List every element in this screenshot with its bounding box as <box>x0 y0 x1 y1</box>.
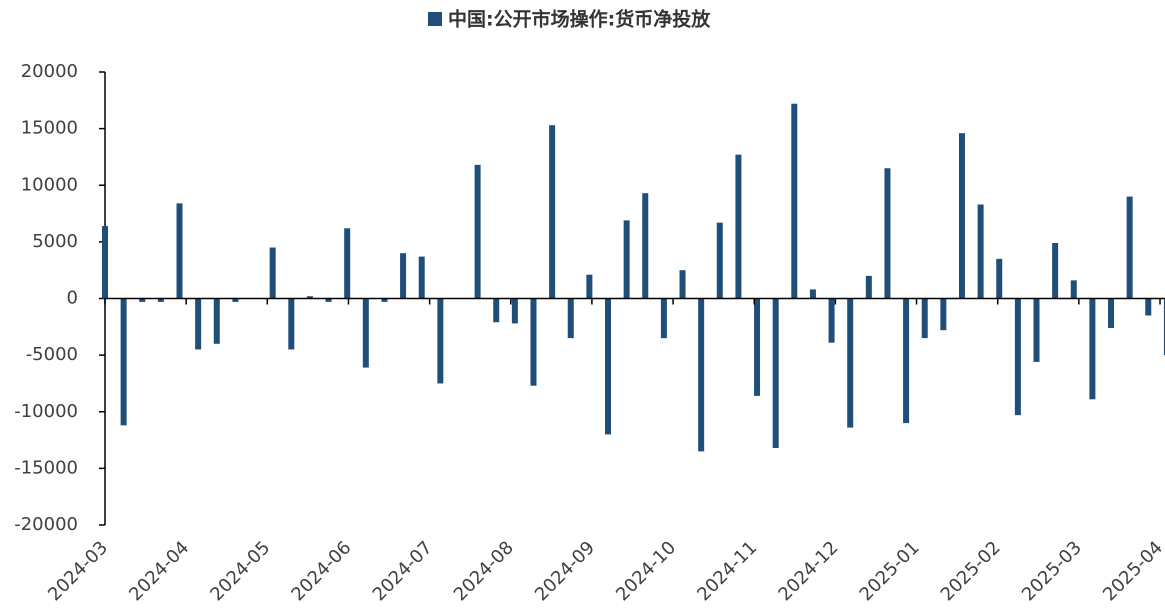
bar <box>1163 298 1165 356</box>
bar <box>884 168 891 299</box>
y-tick-label: -5000 <box>26 344 78 365</box>
bar <box>1052 243 1059 299</box>
bar <box>1089 298 1096 400</box>
bar <box>120 298 127 426</box>
x-tick-label: 2024-09 <box>531 537 599 605</box>
bar <box>176 203 183 299</box>
bar <box>1126 196 1133 299</box>
y-tick-label: 10000 <box>21 174 78 195</box>
bar <box>996 258 1003 299</box>
bar <box>642 193 649 299</box>
bar <box>139 298 146 302</box>
chart-title: 中国:公开市场操作:货币净投放 <box>448 8 711 31</box>
bar <box>549 125 556 299</box>
x-tick-label: 2024-04 <box>125 537 193 605</box>
bar <box>716 222 723 299</box>
y-tick-label: -10000 <box>14 401 78 422</box>
bar <box>213 298 220 344</box>
bar <box>157 298 164 302</box>
bar <box>735 154 742 299</box>
bar <box>381 298 388 302</box>
bar <box>828 298 835 343</box>
y-tick-label: -20000 <box>14 514 78 535</box>
bar <box>325 298 332 302</box>
bar <box>195 298 202 350</box>
bar <box>921 298 928 339</box>
bar <box>977 204 984 299</box>
bar <box>865 275 872 299</box>
bar <box>362 298 369 368</box>
bar <box>660 298 667 339</box>
bar <box>586 274 593 299</box>
x-tick-label: 2025-03 <box>1018 537 1086 605</box>
bar <box>102 226 108 299</box>
bar <box>530 298 537 386</box>
y-tick-label: 5000 <box>32 231 78 252</box>
bar <box>903 298 910 424</box>
bar <box>698 298 705 452</box>
x-tick-label: 2024-05 <box>206 537 274 605</box>
y-tick-label: 15000 <box>21 118 78 139</box>
bar <box>511 298 518 324</box>
y-tick-label: -15000 <box>14 457 78 478</box>
bar <box>772 298 779 448</box>
x-tick-label: 2025-01 <box>856 537 924 605</box>
bar <box>940 298 947 331</box>
bar <box>623 220 630 299</box>
x-tick-label: 2025-04 <box>1099 537 1165 605</box>
bar <box>437 298 444 384</box>
bar <box>400 253 407 299</box>
bar <box>1014 298 1021 416</box>
legend-swatch <box>428 12 442 26</box>
bar <box>679 270 686 299</box>
bar <box>1070 280 1077 299</box>
bar <box>232 298 239 302</box>
bar <box>791 103 798 299</box>
bar <box>418 256 425 299</box>
bar <box>269 247 276 299</box>
bar <box>474 164 481 299</box>
x-tick-label: 2024-12 <box>774 537 842 605</box>
bar <box>809 289 816 299</box>
x-tick-label: 2024-07 <box>369 537 437 605</box>
bar <box>493 298 500 323</box>
bar <box>306 296 313 299</box>
y-tick-label: 20000 <box>21 61 78 82</box>
bar <box>605 298 612 435</box>
bar <box>1145 298 1152 316</box>
x-tick-label: 2025-02 <box>937 537 1005 605</box>
y-tick-label: 0 <box>67 288 78 309</box>
x-tick-label: 2024-11 <box>693 537 761 605</box>
x-tick-label: 2024-10 <box>612 537 680 605</box>
bar <box>1033 298 1040 362</box>
bar <box>847 298 854 428</box>
bar <box>344 228 351 299</box>
bar <box>958 133 965 299</box>
bar <box>288 298 295 350</box>
x-tick-label: 2024-03 <box>44 537 112 605</box>
x-tick-label: 2024-06 <box>287 537 355 605</box>
bar <box>754 298 761 396</box>
bar <box>1108 298 1115 328</box>
x-tick-label: 2024-08 <box>450 537 518 605</box>
bar <box>567 298 574 339</box>
